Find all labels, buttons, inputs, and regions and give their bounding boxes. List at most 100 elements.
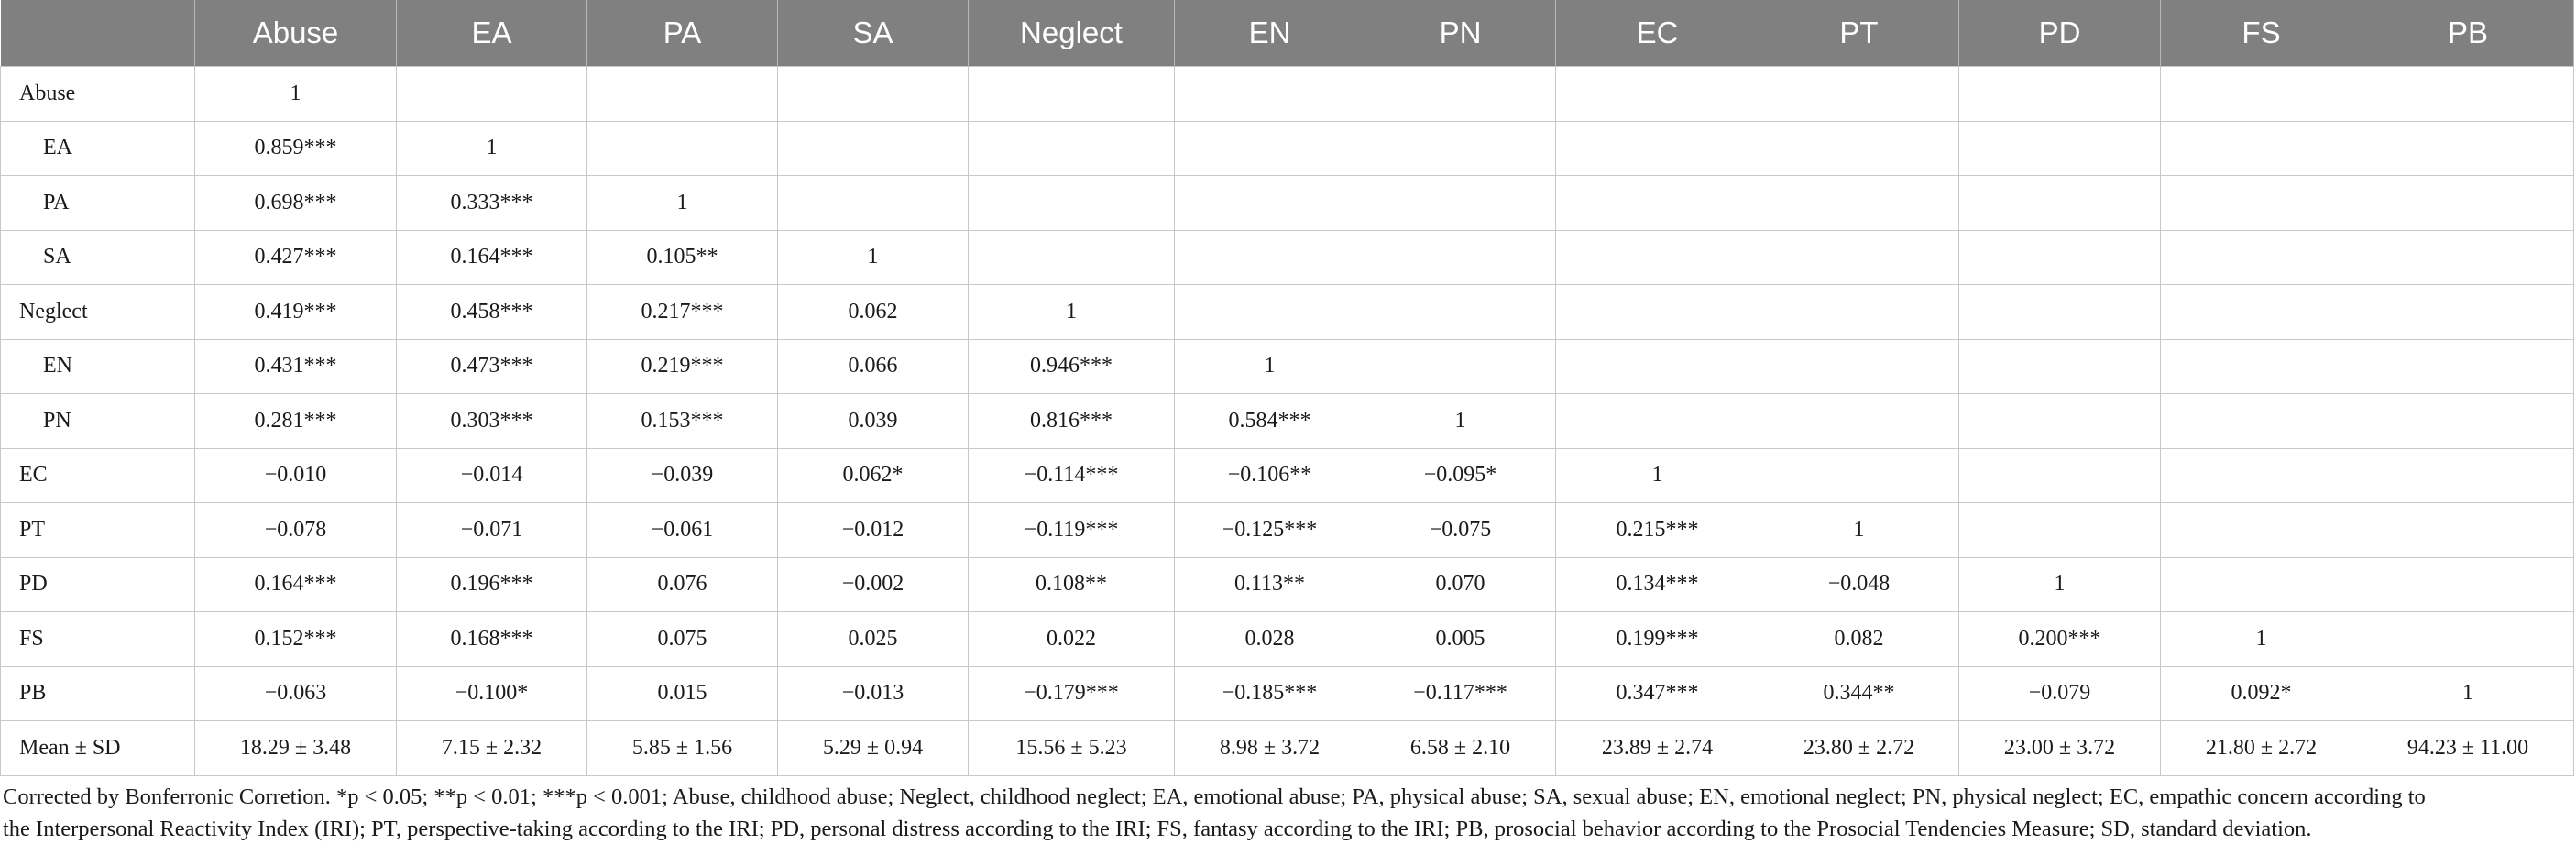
table-cell [2362,447,2574,503]
table-row: Mean ± SD 18.29 ± 3.48 7.15 ± 2.32 5.85 ± 1… [0,720,2574,776]
table-cell: 0.105** [586,229,778,285]
table-cell [2362,175,2574,231]
footnote-line: the Interpersonal Reactivity Index (IRI)… [3,817,2312,841]
table-cell [1365,66,1556,122]
table-cell [777,120,969,176]
table-cell: 0.347*** [1555,665,1759,721]
column-header: SA [777,0,969,67]
column-header: FS [2160,0,2362,67]
table-cell: 6.58 ± 2.10 [1365,720,1556,776]
table-cell [2160,66,2362,122]
table-cell: 0.164*** [194,556,397,612]
table-row: PB −0.063 −0.100* 0.015 −0.013 −0.179*** −0.18… [0,665,2574,721]
table-cell: 0.199*** [1555,611,1759,667]
table-cell: 0.200*** [1958,611,2161,667]
table-cell: 0.070 [1365,556,1556,612]
table-cell [1759,66,1959,122]
table-cell [2160,556,2362,612]
column-header: EN [1174,0,1365,67]
row-label: EN [0,338,195,394]
table-cell [2362,120,2574,176]
table-footnote: Corrected by Bonferronic Corretion. *p <… [3,781,2569,845]
table-cell: −0.100* [396,665,587,721]
table-cell: 1 [2160,611,2362,667]
table-cell [777,66,969,122]
table-cell: 23.00 ± 3.72 [1958,720,2161,776]
table-cell: 5.85 ± 1.56 [586,720,778,776]
table-cell [1555,229,1759,285]
table-cell [2160,120,2362,176]
table-cell: −0.010 [194,447,397,503]
table-cell: 1 [1365,393,1556,449]
table-cell: −0.079 [1958,665,2161,721]
table-cell: −0.012 [777,502,969,558]
table-cell [1958,229,2161,285]
row-label: Neglect [0,284,195,340]
table-cell: 1 [194,66,397,122]
table-row: Neglect 0.419*** 0.458*** 0.217*** 0.062 1 [0,284,2574,340]
table-cell: −0.014 [396,447,587,503]
table-cell: −0.039 [586,447,778,503]
table-cell [2160,393,2362,449]
column-header: Neglect [968,0,1175,67]
header-cell-corner [0,0,195,67]
table-row: PN 0.281*** 0.303*** 0.153*** 0.039 0.816*** 0… [0,393,2574,449]
table-cell [396,66,587,122]
table-cell [1958,66,2161,122]
table-cell: 1 [1958,556,2161,612]
table-cell [2160,284,2362,340]
row-label: PN [0,393,195,449]
column-header: PN [1365,0,1556,67]
table-cell [1958,175,2161,231]
table-cell: 0.164*** [396,229,587,285]
row-label: EA [0,120,195,176]
table-cell [1174,120,1365,176]
table-cell: 1 [396,120,587,176]
table-cell: 0.281*** [194,393,397,449]
table-cell: 0.859*** [194,120,397,176]
table-cell: 0.028 [1174,611,1365,667]
table-cell [2362,502,2574,558]
table-cell: 21.80 ± 2.72 [2160,720,2362,776]
table-cell [2362,229,2574,285]
table-cell [2362,338,2574,394]
row-label: FS [0,611,195,667]
table-row: FS 0.152*** 0.168*** 0.075 0.025 0.022 0.028 0.… [0,611,2574,667]
table-cell: 0.066 [777,338,969,394]
header-row: Abuse EA PA SA Neglect EN PN EC PT PD FS PB [0,0,2574,67]
table-cell [1759,120,1959,176]
column-header: PT [1759,0,1959,67]
table-cell [1365,338,1556,394]
table-cell: 1 [968,284,1175,340]
table-cell: 0.196*** [396,556,587,612]
row-label: SA [0,229,195,285]
table-cell: 0.152*** [194,611,397,667]
table-cell: −0.071 [396,502,587,558]
table-cell [1958,393,2161,449]
row-label: PT [0,502,195,558]
column-header: EA [396,0,587,67]
table-cell [1365,229,1556,285]
table-cell: 0.427*** [194,229,397,285]
table-cell [2160,229,2362,285]
table-cell [1555,66,1759,122]
table-cell: 0.584*** [1174,393,1365,449]
table-header: Abuse EA PA SA Neglect EN PN EC PT PD FS PB [0,0,2574,67]
table-cell [968,175,1175,231]
table-cell [1958,502,2161,558]
table-cell: 94.23 ± 11.00 [2362,720,2574,776]
table-cell [1759,175,1959,231]
table-cell: 18.29 ± 3.48 [194,720,397,776]
table-cell [2362,66,2574,122]
table-cell: 0.217*** [586,284,778,340]
row-label: Abuse [0,66,195,122]
table-cell [968,66,1175,122]
table-cell [1759,338,1959,394]
table-cell [1174,284,1365,340]
table-cell [777,175,969,231]
table-cell [1174,229,1365,285]
table-cell [586,120,778,176]
table-cell: 0.062 [777,284,969,340]
table-cell: −0.048 [1759,556,1959,612]
table-cell: −0.179*** [968,665,1175,721]
